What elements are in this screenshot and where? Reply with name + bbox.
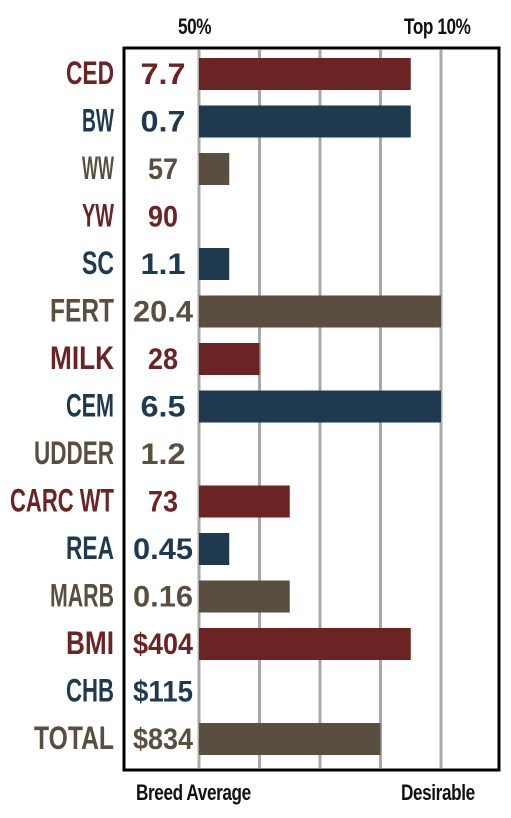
- trait-label-yw: YW: [82, 198, 114, 234]
- desirable-label: Desirable: [401, 780, 475, 805]
- bar-carc-wt: [199, 485, 290, 518]
- bar-rea: [199, 533, 230, 565]
- value-label-bmi: $404: [133, 628, 193, 661]
- bar-bmi: [199, 628, 411, 660]
- bar-milk: [199, 343, 260, 375]
- value-label-carc-wt: 73: [148, 486, 178, 519]
- value-label-bw: 0.7: [141, 106, 186, 139]
- trait-label-milk: MILK: [50, 340, 114, 376]
- trait-label-marb: MARB: [50, 578, 114, 614]
- trait-label-chb: CHB: [66, 673, 114, 709]
- bar-ww: [199, 153, 230, 185]
- value-label-fert: 20.4: [133, 296, 193, 329]
- bar-bw: [199, 105, 411, 138]
- value-label-marb: 0.16: [133, 581, 193, 614]
- chart-frame: [122, 46, 501, 772]
- value-label-yw: 90: [148, 201, 178, 234]
- bar-cem: [199, 390, 441, 423]
- trait-label-fert: FERT: [50, 293, 114, 329]
- bar-marb: [199, 580, 290, 613]
- bar-ced: [199, 58, 411, 90]
- trait-label-udder: UDDER: [34, 435, 114, 471]
- trait-label-ced: CED: [66, 55, 114, 91]
- value-label-milk: 28: [148, 343, 178, 376]
- fifty-percent-label: 50%: [178, 14, 212, 39]
- value-label-chb: $115: [133, 676, 193, 709]
- bar-total: [199, 723, 381, 755]
- bar-sc: [199, 248, 230, 280]
- trait-label-carc-wt: CARC WT: [10, 483, 114, 519]
- trait-label-ww: WW: [82, 150, 114, 186]
- value-label-udder: 1.2: [141, 438, 186, 471]
- bar-fert: [199, 295, 441, 328]
- trait-label-bmi: BMI: [66, 625, 114, 661]
- trait-label-sc: SC: [82, 245, 114, 281]
- trait-label-total: TOTAL: [34, 720, 114, 756]
- value-label-rea: 0.45: [133, 533, 193, 566]
- value-label-sc: 1.1: [141, 248, 186, 281]
- top-ten-percent-label: Top 10%: [404, 14, 471, 39]
- trait-label-rea: REA: [66, 530, 114, 566]
- breed-average-label: Breed Average: [136, 780, 251, 805]
- value-label-cem: 6.5: [141, 391, 186, 424]
- value-label-ced: 7.7: [141, 58, 186, 91]
- trait-label-cem: CEM: [66, 388, 114, 424]
- value-label-total: $834: [133, 723, 193, 756]
- trait-label-bw: BW: [82, 103, 114, 139]
- value-label-ww: 57: [148, 153, 178, 186]
